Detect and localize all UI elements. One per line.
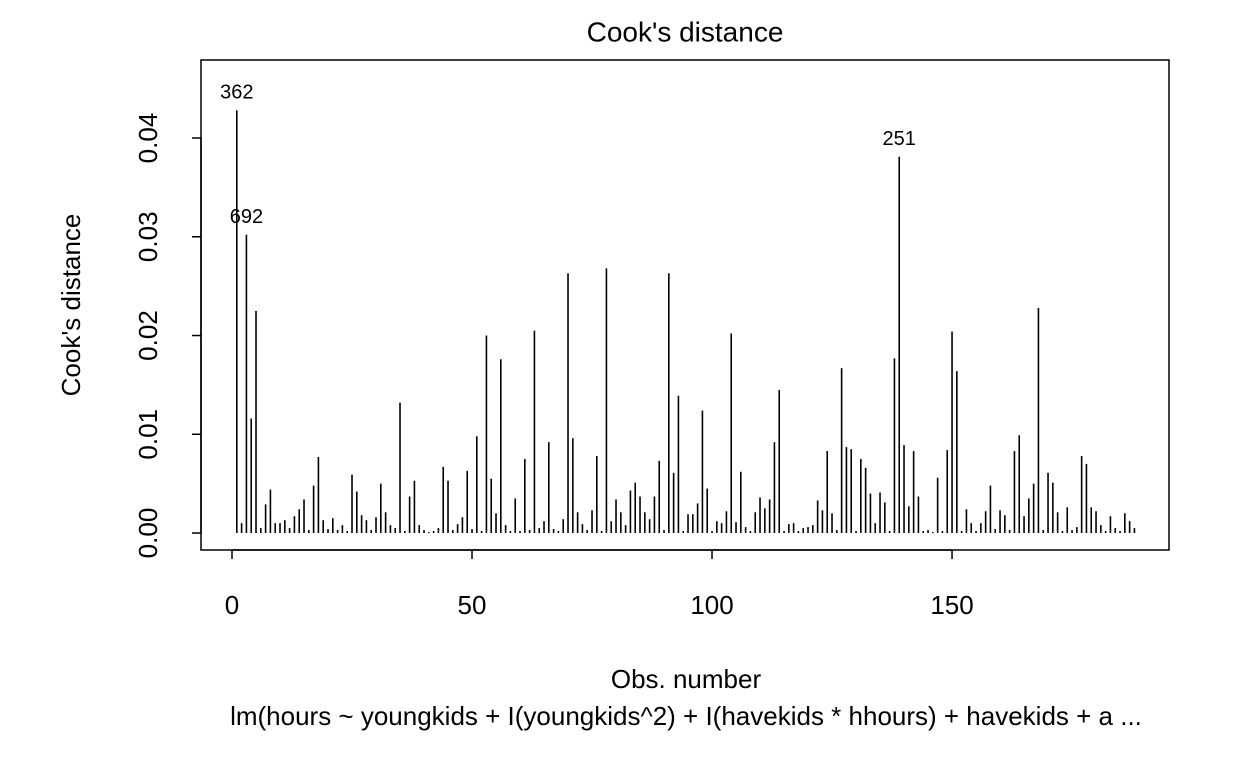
subtitle: lm(hours ~ youngkids + I(youngkids^2) + …	[230, 701, 1142, 731]
x-tick-label: 100	[690, 590, 733, 620]
point-label: 251	[883, 128, 916, 150]
y-tick-label: 0.04	[133, 113, 163, 164]
x-tick-label: 150	[930, 590, 973, 620]
plot-frame	[200, 59, 1170, 551]
y-tick-label: 0.02	[133, 310, 163, 361]
point-label: 362	[220, 82, 253, 104]
x-axis-title: Obs. number	[611, 664, 762, 694]
y-axis-title: Cook's distance	[56, 214, 86, 397]
y-tick-label: 0.00	[133, 508, 163, 559]
y-tick-label: 0.01	[133, 409, 163, 460]
y-tick-label: 0.03	[133, 211, 163, 262]
x-tick-label: 0	[225, 590, 239, 620]
point-label: 692	[230, 206, 263, 228]
x-tick-label: 50	[458, 590, 487, 620]
chart-title: Cook's distance	[587, 16, 784, 47]
